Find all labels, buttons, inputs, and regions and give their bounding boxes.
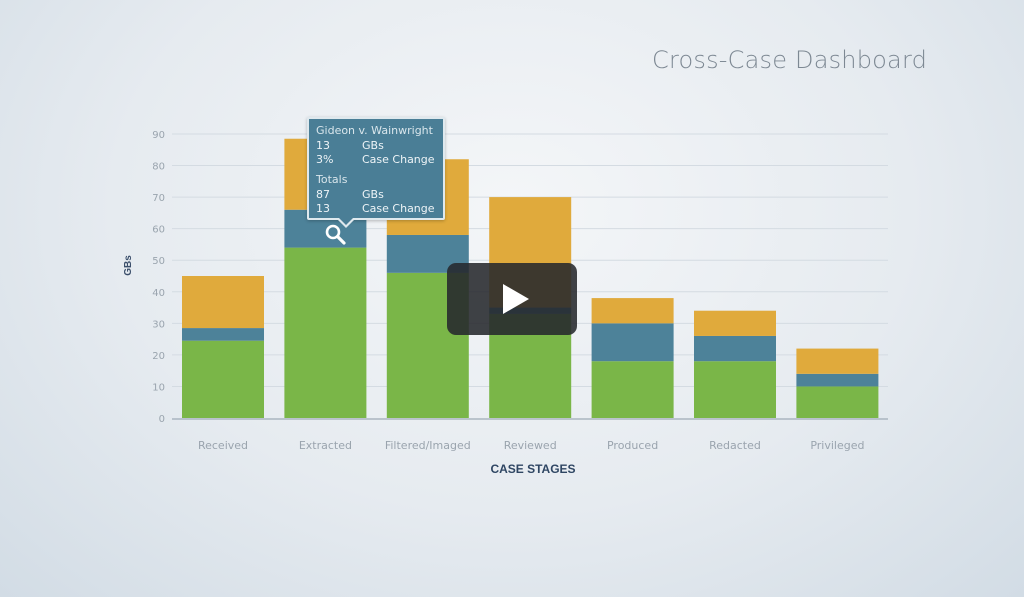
bar-segment[interactable] (182, 276, 264, 329)
y-tick-label: 40 (152, 288, 165, 299)
y-tick-label: 60 (152, 225, 165, 236)
play-button[interactable] (447, 263, 577, 335)
bar-segment[interactable] (591, 298, 674, 324)
tooltip-value: 87 (316, 188, 330, 201)
y-tick-label: 80 (152, 162, 165, 173)
y-tick-label: 20 (152, 351, 165, 362)
y-axis-label: GBs (122, 254, 134, 276)
bar-segment[interactable] (694, 335, 776, 362)
tooltip-label: GBs (362, 139, 384, 152)
x-tick-label: Privileged (810, 439, 864, 452)
y-tick-label: 10 (152, 382, 165, 393)
tooltip-value: 13 (316, 139, 330, 152)
x-tick-label: Filtered/Imaged (385, 439, 471, 452)
tooltip-row: 13 Case Change (316, 202, 436, 216)
x-tick-label: Received (198, 439, 248, 452)
magnifying-glass-icon[interactable] (323, 222, 347, 246)
play-icon (503, 284, 529, 314)
bar-segment[interactable] (182, 340, 264, 418)
bar-segment[interactable] (694, 361, 776, 418)
x-tick-label: Extracted (299, 439, 352, 452)
x-tick-label: Produced (607, 439, 658, 452)
tooltip-label: Case Change (362, 202, 435, 215)
tooltip-totals-label: Totals (316, 173, 348, 186)
bar-segment[interactable] (796, 373, 879, 387)
tooltip-row: 13 GBs (316, 139, 436, 153)
y-tick-label: 30 (152, 319, 165, 330)
y-axis-label-wrap: GBs (113, 250, 143, 280)
tooltip-value: 3% (316, 153, 334, 166)
bar-segment[interactable] (694, 310, 776, 336)
y-tick-label: 0 (159, 414, 165, 425)
tooltip-case-name: Gideon v. Wainwright (316, 124, 433, 137)
tooltip-row: 3% Case Change (316, 153, 436, 167)
tooltip-row: 87 GBs (316, 188, 436, 202)
dashboard-title: Cross-Case Dashboard (652, 46, 928, 74)
y-tick-label: 50 (152, 256, 165, 267)
tooltip-label: Case Change (362, 153, 435, 166)
bar-segment[interactable] (796, 386, 879, 418)
x-tick-label: Redacted (709, 439, 761, 452)
x-axis-label: CASE STAGES (490, 462, 576, 476)
y-tick-label: 90 (152, 130, 165, 141)
bar-segment[interactable] (284, 247, 367, 418)
bar-segment[interactable] (591, 361, 674, 418)
bar-segment[interactable] (796, 348, 879, 374)
bar-segment[interactable] (182, 328, 264, 341)
bar-segment[interactable] (591, 323, 674, 362)
x-tick-label: Reviewed (504, 439, 557, 452)
bar-tooltip: Gideon v. Wainwright 13 GBs 3% Case Chan… (307, 117, 445, 228)
tooltip-value: 13 (316, 202, 330, 215)
tooltip-label: GBs (362, 188, 384, 201)
y-tick-label: 70 (152, 193, 165, 204)
